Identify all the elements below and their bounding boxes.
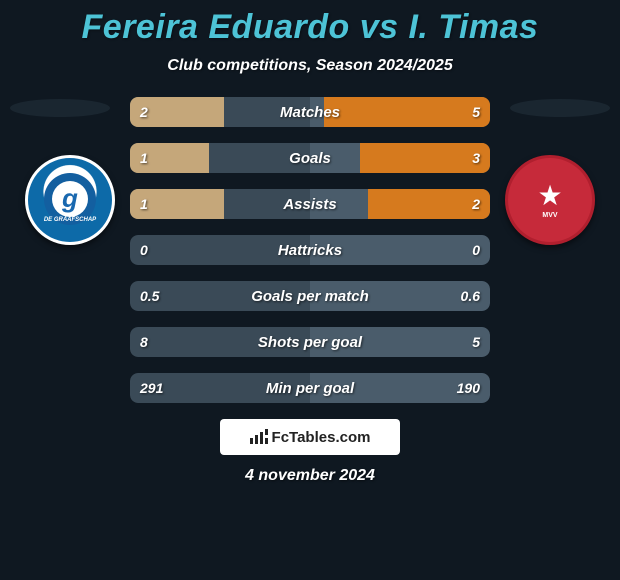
stat-label: Matches [130, 97, 490, 127]
star-icon: ★ [537, 182, 562, 210]
chart-icon [250, 430, 268, 444]
stat-label: Goals per match [130, 281, 490, 311]
svg-text:DE GRAAFSCHAP: DE GRAAFSCHAP [44, 217, 97, 223]
team-left-badge-label: g DE GRAAFSCHAP [42, 171, 98, 229]
stat-row: 00Hattricks [130, 235, 490, 265]
stat-label: Assists [130, 189, 490, 219]
footer-brand[interactable]: FcTables.com [220, 419, 400, 455]
graafschap-logo-icon: g DE GRAAFSCHAP [42, 171, 98, 227]
stat-label: Goals [130, 143, 490, 173]
footer-brand-label: FcTables.com [272, 429, 371, 446]
svg-text:g: g [61, 183, 78, 213]
shadow-right [510, 99, 610, 117]
stat-label: Shots per goal [130, 327, 490, 357]
stat-row: 12Assists [130, 189, 490, 219]
shadow-left [10, 99, 110, 117]
stat-label: Min per goal [130, 373, 490, 403]
page-title: Fereira Eduardo vs I. Timas [0, 0, 620, 47]
comparison-arena: g DE GRAAFSCHAP ★ MVV 25Matches 13Goals 12… [0, 93, 620, 403]
stat-row: 85Shots per goal [130, 327, 490, 357]
stat-row: 0.50.6Goals per match [130, 281, 490, 311]
stat-row: 291190Min per goal [130, 373, 490, 403]
stat-row: 25Matches [130, 97, 490, 127]
team-right-badge-label: MVV [542, 212, 557, 219]
stat-bars: 25Matches 13Goals 12Assists 00Hattricks 0.50… [130, 93, 490, 403]
stat-label: Hattricks [130, 235, 490, 265]
team-left-badge: g DE GRAAFSCHAP [25, 155, 115, 245]
subtitle: Club competitions, Season 2024/2025 [0, 57, 620, 75]
date-label: 4 november 2024 [0, 467, 620, 485]
stat-row: 13Goals [130, 143, 490, 173]
team-right-badge: ★ MVV [505, 155, 595, 245]
